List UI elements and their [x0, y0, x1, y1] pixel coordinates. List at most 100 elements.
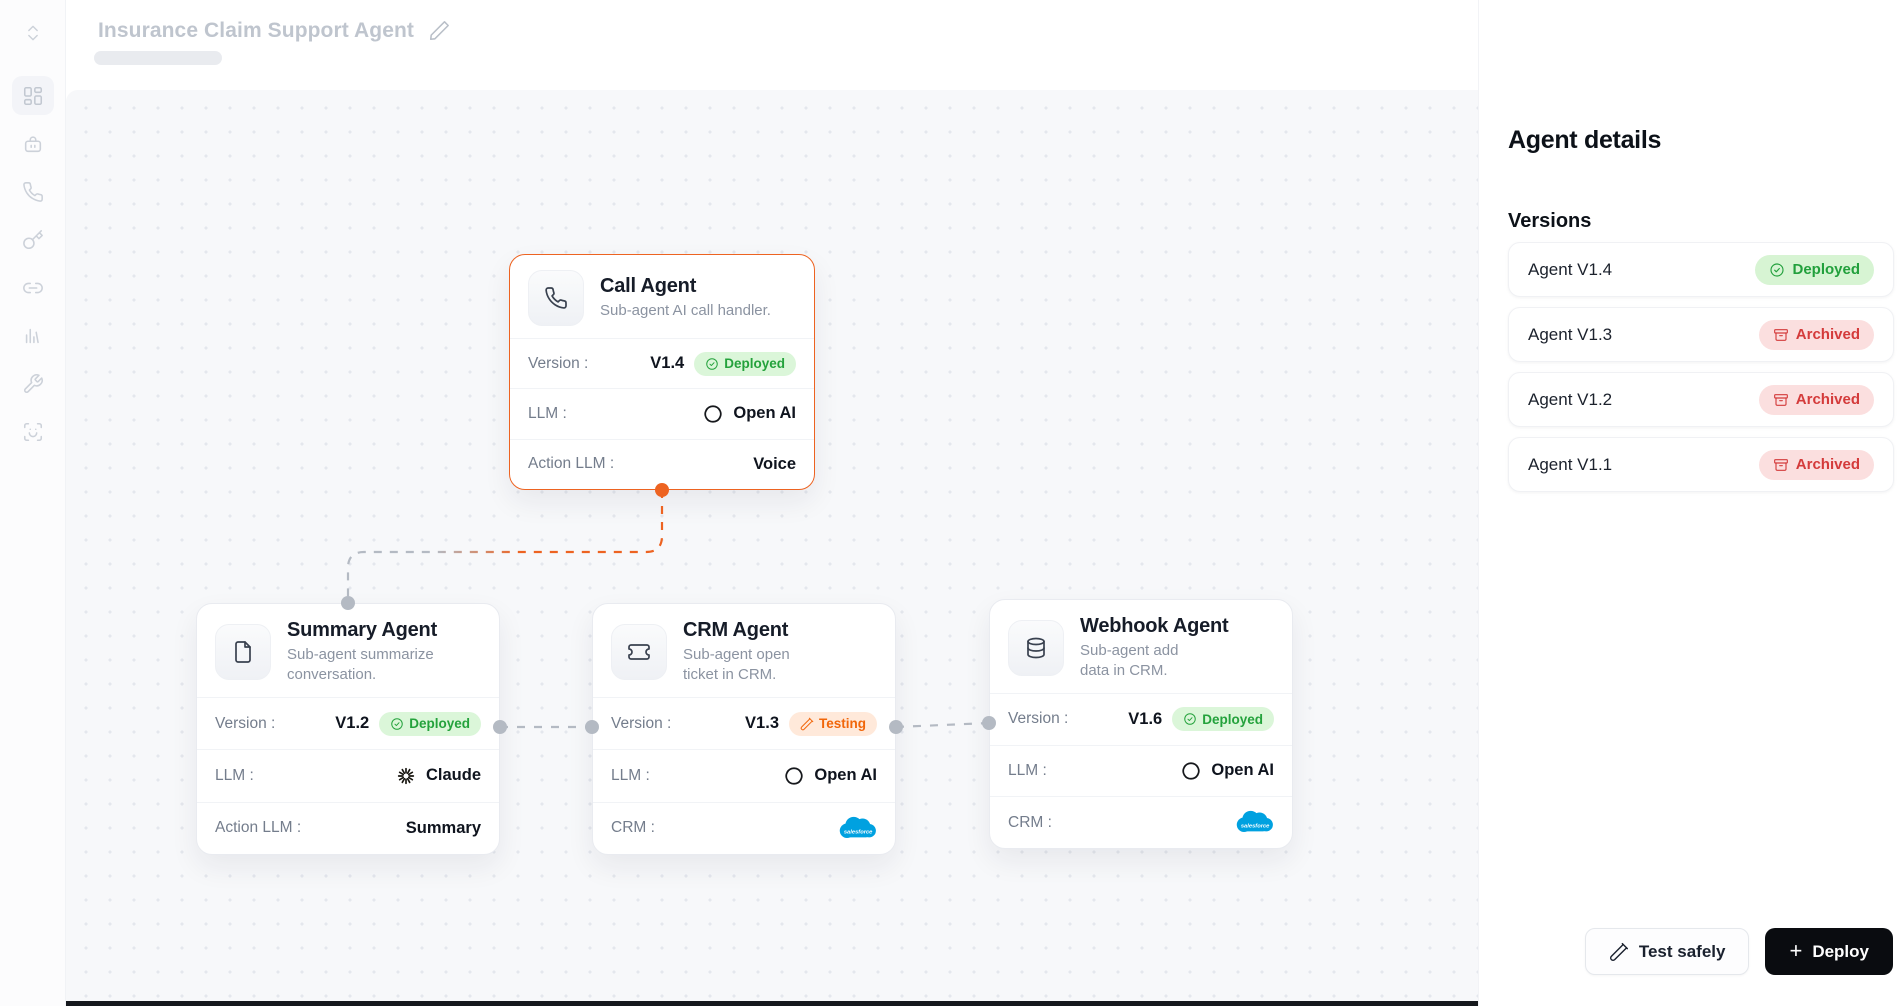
- version-value: V1.4: [650, 354, 685, 373]
- version-row-v1-4[interactable]: Agent V1.4 Deployed: [1508, 242, 1894, 297]
- version-label: Agent V1.4: [1528, 259, 1613, 279]
- check-circle-icon: [1184, 713, 1196, 725]
- node-row-llm: LLM : Open AI: [510, 388, 814, 438]
- node-call-agent[interactable]: Call Agent Sub-agent AI call handler. Ve…: [509, 254, 815, 490]
- archive-icon: [1773, 328, 1788, 341]
- version-row-v1-1[interactable]: Agent V1.1 Archived: [1508, 437, 1894, 492]
- node-title: Call Agent: [600, 275, 697, 298]
- node-row-llm: LLM : Open AI: [990, 744, 1292, 797]
- archive-icon: [1773, 393, 1788, 406]
- panel-title: Agent details: [1508, 126, 1662, 154]
- node-row-llm: LLM : Claude: [197, 749, 499, 801]
- row-label: LLM :: [1008, 761, 1047, 779]
- node-row-llm: LLM : Open AI: [593, 749, 895, 801]
- salesforce-icon: salesforce: [839, 816, 876, 838]
- version-label: Agent V1.3: [1528, 324, 1613, 344]
- deploy-button[interactable]: + Deploy: [1765, 928, 1893, 975]
- test-tube-icon: [800, 717, 814, 730]
- node-subtitle: Sub-agent AI call handler.: [600, 302, 771, 320]
- version-value: V1.2: [335, 714, 370, 733]
- sidebar-item-integrations[interactable]: [12, 268, 54, 307]
- node-title: Webhook Agent: [1080, 615, 1229, 637]
- node-icon-box: [215, 623, 271, 680]
- status-badge: Deployed: [379, 711, 481, 736]
- collapse-sidebar-button[interactable]: [16, 16, 50, 50]
- node-row-version: Version : V1.3 Testing: [593, 696, 895, 749]
- version-value: V1.3: [745, 714, 779, 733]
- footer-actions: Test safely + Deploy: [1584, 928, 1893, 975]
- node-crm-agent[interactable]: CRM Agent Sub-agent open ticket in CRM. …: [592, 603, 896, 855]
- row-label: Action LLM :: [215, 819, 302, 837]
- check-circle-icon: [706, 357, 718, 370]
- node-row-version: Version : V1.2 Deployed: [197, 696, 499, 749]
- action-llm-value: Voice: [753, 454, 796, 473]
- plus-icon: +: [1789, 937, 1803, 963]
- node-row-crm: CRM : salesforce: [593, 801, 895, 854]
- version-row-v1-3[interactable]: Agent V1.3 Archived: [1508, 307, 1894, 362]
- node-icon-box: [528, 270, 584, 326]
- phone-icon: [22, 181, 43, 202]
- sidebar-item-agents[interactable]: [12, 124, 54, 163]
- node-row-crm: CRM : salesforce: [990, 796, 1292, 848]
- status-badge: Testing: [789, 711, 877, 736]
- node-webhook-agent[interactable]: Webhook Agent Sub-agent add data in CRM.…: [989, 599, 1293, 849]
- sidebar-item-scan[interactable]: [12, 412, 54, 451]
- wire-call-to-summary: [346, 490, 664, 600]
- analytics-icon: [25, 328, 39, 343]
- sidebar-item-dashboard[interactable]: [11, 76, 54, 115]
- llm-value: Claude: [425, 766, 481, 785]
- status-badge: Deployed: [1172, 707, 1274, 732]
- edit-title-pencil-icon[interactable]: [428, 20, 450, 42]
- status-badge: Deployed: [1755, 254, 1874, 285]
- row-label: CRM :: [1008, 813, 1052, 831]
- sidebar: [0, 0, 66, 1006]
- node-summary-agent[interactable]: Summary Agent Sub-agent summarize conver…: [196, 603, 500, 855]
- status-badge: Archived: [1758, 384, 1874, 415]
- row-label: Version :: [215, 714, 276, 732]
- llm-value: Open AI: [1211, 761, 1274, 780]
- status-badge: Archived: [1758, 319, 1874, 350]
- agent-details-panel: Agent details Versions Agent V1.4 Deploy…: [1478, 0, 1904, 1006]
- row-label: LLM :: [611, 766, 650, 784]
- robot-icon: [24, 135, 41, 152]
- test-safely-button[interactable]: Test safely: [1584, 928, 1750, 975]
- llm-value: Open AI: [814, 766, 877, 785]
- salesforce-icon: salesforce: [1236, 810, 1273, 833]
- node-subtitle: Sub-agent summarize conversation.: [287, 646, 434, 683]
- claude-icon: [397, 767, 415, 785]
- row-label: Version :: [528, 354, 589, 372]
- action-llm-value: Summary: [405, 818, 481, 837]
- scan-face-icon: [23, 422, 42, 441]
- openai-icon: [785, 767, 803, 785]
- dashboard-icon: [23, 86, 42, 105]
- status-badge: Archived: [1758, 449, 1874, 480]
- sidebar-item-keys[interactable]: [12, 220, 54, 259]
- workflow-canvas[interactable]: Call Agent Sub-agent AI call handler. Ve…: [66, 90, 1478, 1006]
- check-circle-icon: [1770, 262, 1785, 277]
- openai-icon: [704, 405, 722, 423]
- node-subtitle: Sub-agent open ticket in CRM.: [683, 646, 790, 683]
- versions-heading: Versions: [1508, 210, 1592, 232]
- row-label: Action LLM :: [528, 455, 615, 473]
- canvas-bottom-scrollbar[interactable]: [66, 1001, 1478, 1006]
- version-label: Agent V1.1: [1528, 454, 1613, 474]
- sidebar-nav: [11, 76, 54, 451]
- sidebar-item-calls[interactable]: [12, 172, 54, 211]
- node-title: Summary Agent: [287, 619, 438, 641]
- row-label: Version :: [611, 714, 672, 732]
- page-title: Insurance Claim Support Agent: [98, 19, 414, 42]
- node-subtitle: Sub-agent add data in CRM.: [1080, 642, 1179, 679]
- sidebar-item-tools[interactable]: [12, 364, 54, 403]
- row-label: LLM :: [528, 404, 567, 422]
- chevrons-up-down-icon: [27, 25, 38, 41]
- node-row-version: Version : V1.4 Deployed: [510, 338, 814, 388]
- version-label: Agent V1.2: [1528, 389, 1613, 409]
- llm-value: Open AI: [733, 404, 796, 423]
- sidebar-item-analytics[interactable]: [12, 316, 54, 355]
- database-icon: [1027, 637, 1045, 659]
- archive-icon: [1773, 458, 1788, 471]
- row-label: LLM :: [215, 766, 254, 784]
- phone-icon: [545, 287, 567, 309]
- svg-text:salesforce: salesforce: [844, 829, 873, 835]
- version-row-v1-2[interactable]: Agent V1.2 Archived: [1508, 372, 1894, 427]
